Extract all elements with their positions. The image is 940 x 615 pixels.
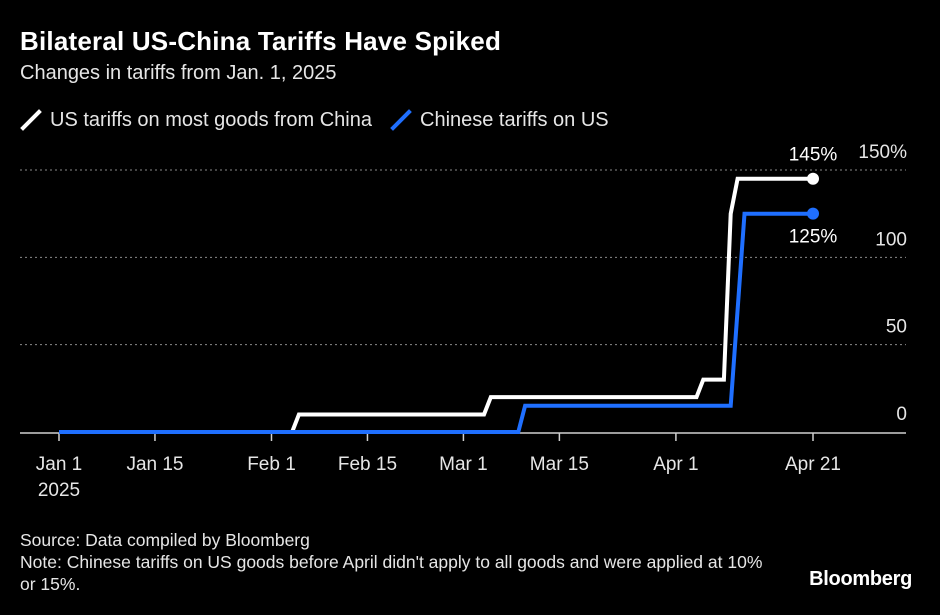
legend-swatch-china bbox=[390, 109, 412, 131]
series-end-label-china: 125% bbox=[789, 227, 838, 248]
chart-subtitle: Changes in tariffs from Jan. 1, 2025 bbox=[20, 62, 337, 84]
x-tick-label: Feb 15 bbox=[338, 454, 397, 475]
chart-title: Bilateral US-China Tariffs Have Spiked bbox=[20, 26, 502, 56]
y-tick-label: 50 bbox=[886, 317, 907, 338]
x-tick-label: Apr 21 bbox=[785, 454, 841, 475]
series-end-dot-us bbox=[807, 172, 819, 185]
legend-label-china: Chinese tariffs on US bbox=[420, 108, 609, 131]
series-line-china bbox=[59, 211, 813, 434]
x-tick-label: Mar 15 bbox=[530, 454, 589, 475]
footer: Source: Data compiled by Bloomberg Note:… bbox=[20, 529, 780, 595]
legend: US tariffs on most goods from China Chin… bbox=[20, 106, 627, 134]
y-tick-label: 0 bbox=[896, 404, 907, 425]
bloomberg-logo: Bloomberg bbox=[809, 568, 912, 590]
x-tick-label: Apr 1 bbox=[653, 454, 698, 475]
y-tick-label: 100 bbox=[875, 229, 907, 250]
x-tick-label: Jan 1 bbox=[36, 454, 82, 475]
series-line-us bbox=[59, 176, 813, 434]
legend-item-china: Chinese tariffs on US bbox=[390, 109, 609, 132]
series-end-label-us: 145% bbox=[789, 145, 838, 166]
legend-swatch-us bbox=[20, 109, 42, 131]
x-tick-label: Jan 15 bbox=[126, 454, 183, 475]
note-text: Note: Chinese tariffs on US goods before… bbox=[20, 552, 763, 594]
series-end-dot-china bbox=[807, 207, 819, 220]
x-tick-sublabel: 2025 bbox=[38, 480, 80, 501]
x-tick-label: Mar 1 bbox=[439, 454, 488, 475]
legend-label-us: US tariffs on most goods from China bbox=[50, 108, 372, 131]
x-tick-label: Feb 1 bbox=[247, 454, 296, 475]
y-tick-label: 150% bbox=[858, 142, 907, 163]
source-text: Source: Data compiled by Bloomberg bbox=[20, 530, 310, 550]
legend-item-us: US tariffs on most goods from China bbox=[20, 109, 372, 132]
